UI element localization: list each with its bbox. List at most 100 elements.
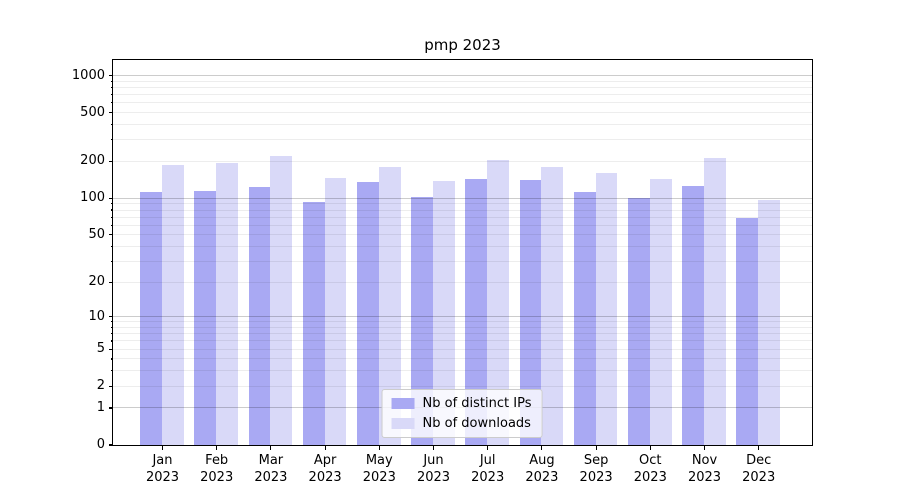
x-tick-mark-oct (649, 445, 651, 450)
bars-layer (113, 60, 812, 445)
plot-area: Nb of distinct IPs Nb of downloads (111, 58, 813, 446)
x-tick-year-dec: 2023 (742, 470, 776, 485)
x-tick-year-may: 2023 (362, 470, 396, 485)
y-tick-mark-1 (108, 407, 113, 409)
y-minor-tick-mark-4 (110, 358, 113, 360)
bar-downloads-nov (704, 158, 726, 445)
y-minor-tick-mark-70 (110, 216, 113, 218)
x-tick-label-dec: Dec 2023 (729, 452, 789, 486)
x-tick-year-mar: 2023 (254, 470, 288, 485)
x-tick-year-jun: 2023 (416, 470, 451, 485)
y-tick-mark-500 (108, 112, 113, 114)
y-tick-mark-200 (108, 160, 113, 163)
y-minor-tick-mark-40 (110, 245, 113, 248)
bar-downloads-feb (216, 162, 238, 445)
bar-downloads-jul (487, 159, 509, 445)
x-tick-mark-jul (487, 445, 489, 450)
bar-distinct-ips-aug (519, 180, 542, 445)
y-tick-mark-1000 (108, 75, 113, 77)
bar-downloads-aug (541, 167, 564, 445)
bar-downloads-oct (649, 178, 672, 445)
bar-downloads-jun (433, 180, 455, 445)
bar-downloads-sep (595, 173, 618, 445)
y-minor-tick-mark-6 (110, 340, 113, 342)
bar-downloads-may (378, 167, 401, 445)
x-tick-year-sep: 2023 (579, 470, 613, 485)
x-tick-mark-dec (758, 445, 760, 450)
y-tick-label-10: 10 (88, 308, 105, 324)
y-minor-tick-mark-9 (110, 321, 113, 323)
x-tick-year-oct: 2023 (633, 470, 667, 485)
y-minor-tick-mark-60 (110, 224, 113, 226)
x-tick-year-feb: 2023 (200, 470, 234, 485)
y-minor-tick-mark-3 (110, 370, 113, 372)
y-minor-tick-mark-400 (110, 123, 113, 126)
x-tick-year-nov: 2023 (687, 470, 722, 485)
bar-distinct-ips-mar (248, 187, 271, 445)
y-tick-mark-0 (108, 444, 113, 446)
y-minor-tick-mark-30 (110, 260, 113, 262)
legend-swatch-downloads (391, 417, 415, 429)
y-tick-label-5: 5 (96, 341, 105, 357)
y-minor-tick-mark-800 (110, 86, 113, 89)
y-minor-tick-mark-900 (110, 80, 113, 82)
y-tick-label-1: 1 (96, 399, 105, 415)
bar-distinct-ips-feb (194, 190, 217, 445)
y-minor-tick-mark-80 (110, 209, 113, 211)
y-minor-tick-mark-90 (110, 203, 113, 205)
bar-distinct-ips-sep (573, 192, 596, 445)
y-tick-label-200: 200 (80, 153, 105, 169)
y-tick-label-2: 2 (96, 378, 105, 394)
x-tick-mark-jan (161, 445, 164, 450)
bar-distinct-ips-jul (465, 179, 488, 445)
x-tick-year-jul: 2023 (471, 470, 505, 485)
bar-downloads-dec (758, 199, 780, 445)
y-tick-label-20: 20 (88, 274, 105, 290)
bar-distinct-ips-oct (628, 198, 650, 445)
x-tick-mark-feb (216, 445, 218, 450)
legend-label-downloads: Nb of downloads (422, 415, 531, 431)
legend-swatch-distinct-ips (391, 397, 415, 409)
y-tick-label-50: 50 (88, 226, 105, 242)
x-tick-mark-nov (703, 445, 706, 450)
chart-title: pmp 2023 (424, 36, 501, 54)
y-tick-mark-20 (108, 281, 113, 283)
bar-distinct-ips-nov (682, 186, 704, 445)
x-tick-year-jan: 2023 (145, 470, 180, 485)
legend-item-distinct-ips: Nb of distinct IPs (391, 395, 532, 411)
legend-label-distinct-ips: Nb of distinct IPs (422, 395, 532, 411)
x-tick-mark-aug (541, 445, 543, 450)
legend: Nb of distinct IPs Nb of downloads (381, 388, 543, 438)
y-tick-mark-100 (108, 197, 113, 199)
legend-item-downloads: Nb of downloads (391, 415, 532, 431)
y-tick-mark-2 (108, 385, 113, 387)
bar-downloads-jan (162, 165, 184, 445)
x-tick-label-oct: Oct 2023 (620, 452, 680, 486)
bar-distinct-ips-may (357, 181, 379, 445)
bar-downloads-mar (270, 155, 293, 445)
x-tick-label-jul: Jul 2023 (458, 452, 518, 486)
x-tick-year-apr: 2023 (308, 470, 342, 485)
y-minor-tick-mark-8 (110, 326, 113, 329)
y-tick-mark-10 (108, 316, 113, 318)
bar-distinct-ips-jun (411, 196, 433, 445)
x-tick-mark-may (378, 445, 380, 450)
x-tick-label-nov: Nov 2023 (675, 452, 735, 486)
y-tick-mark-50 (108, 234, 113, 236)
x-tick-mark-mar (270, 445, 272, 450)
x-tick-mark-sep (595, 445, 597, 450)
bar-distinct-ips-jan (140, 191, 162, 445)
bar-distinct-ips-dec (736, 218, 759, 445)
bar-downloads-apr (324, 178, 347, 445)
x-tick-mark-jun (432, 445, 435, 450)
y-tick-label-1000: 1000 (71, 67, 105, 83)
x-tick-label-may: May 2023 (349, 452, 409, 486)
bar-distinct-ips-apr (302, 202, 325, 445)
x-tick-label-feb: Feb 2023 (187, 452, 247, 486)
x-tick-label-jun: Jun 2023 (404, 452, 464, 486)
y-tick-label-500: 500 (80, 104, 105, 120)
x-tick-label-jan: Jan 2023 (133, 452, 193, 486)
x-tick-mark-apr (324, 445, 326, 450)
y-minor-tick-mark-7 (110, 333, 113, 335)
